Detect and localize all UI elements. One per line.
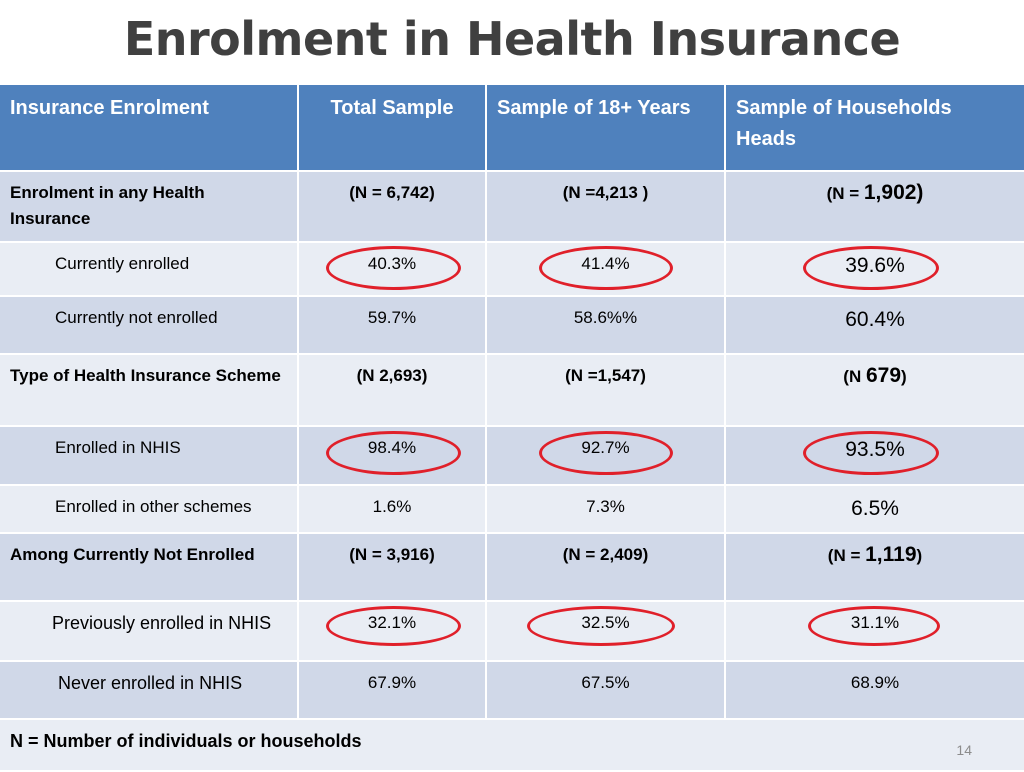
cell-18plus-enrolled-nhis: 92.7% — [581, 438, 630, 457]
row-label-enrolled-other: Enrolled in other schemes — [55, 497, 252, 516]
cell-total-n: (N 2,693) — [356, 366, 428, 385]
enrolment-table: Insurance Enrolment Total Sample Sample … — [0, 85, 1024, 772]
table-row: Currently not enrolled 59.7% 58.6%% 60.4… — [0, 296, 1024, 355]
cell-total-n: (N = 3,916) — [349, 545, 435, 564]
row-label-any-insurance: Enrolment in any Health Insurance — [10, 183, 205, 228]
row-label-enrolled-nhis: Enrolled in NHIS — [55, 438, 181, 457]
cell-total-n: (N = 6,742) — [349, 183, 435, 202]
row-label-never-enrolled: Never enrolled in NHIS — [58, 673, 243, 693]
header-total-sample: Total Sample — [298, 85, 487, 172]
header-insurance-enrolment: Insurance Enrolment — [0, 85, 299, 172]
page-number: 14 — [956, 742, 972, 758]
cell-18plus-n: (N =4,213 ) — [562, 183, 649, 202]
cell-total-enrolled-nhis: 98.4% — [367, 438, 417, 457]
header-sample-18-plus: Sample of 18+ Years — [486, 85, 726, 172]
cell-18plus-n: (N =1,547) — [565, 366, 646, 385]
cell-18plus-never-enrolled: 67.5% — [581, 673, 630, 692]
table-row: Enrolled in other schemes 1.6% 7.3% 6.5% — [0, 485, 1024, 534]
cell-heads-currently-enrolled: 39.6% — [845, 254, 905, 277]
cell-heads-previously-enrolled: 31.1% — [850, 613, 900, 632]
cell-total-not-enrolled: 59.7% — [367, 308, 417, 327]
cell-18plus-not-enrolled: 58.6%% — [573, 308, 638, 327]
cell-heads-n: (N = 1,902) — [826, 181, 924, 204]
cell-heads-never-enrolled: 68.9% — [850, 673, 900, 692]
row-label-previously-enrolled: Previously enrolled in NHIS — [52, 613, 272, 633]
cell-total-never-enrolled: 67.9% — [367, 673, 417, 692]
cell-heads-not-enrolled: 60.4% — [845, 308, 905, 331]
row-label-currently-enrolled: Currently enrolled — [55, 254, 190, 273]
table-row: Previously enrolled in NHIS 32.1% 32.5% … — [0, 601, 1024, 662]
header-household-heads: Sample of Households Heads — [725, 85, 1024, 172]
cell-total-enrolled-other: 1.6% — [372, 497, 412, 516]
slide-title: Enrolment in Health Insurance — [123, 12, 901, 66]
cell-18plus-n: (N = 2,409) — [562, 545, 649, 564]
row-label-among-not-enrolled: Among Currently Not Enrolled — [10, 545, 255, 564]
cell-18plus-enrolled-other: 7.3% — [586, 497, 625, 516]
row-label-type-of-scheme: Type of Health Insurance Scheme — [10, 366, 281, 385]
footnote-text: N = Number of individuals or households — [10, 731, 362, 751]
cell-total-previously-enrolled: 32.1% — [367, 613, 417, 632]
cell-total-currently-enrolled: 40.3% — [367, 254, 417, 273]
table-row: Enrolled in NHIS 98.4% 92.7% 93.5% — [0, 426, 1024, 486]
cell-18plus-previously-enrolled: 32.5% — [581, 613, 630, 632]
table-row: Among Currently Not Enrolled (N = 3,916)… — [0, 533, 1024, 602]
table-header-row: Insurance Enrolment Total Sample Sample … — [0, 85, 1024, 172]
table-row: Enrolment in any Health Insurance (N = 6… — [0, 171, 1024, 243]
table-row: Type of Health Insurance Scheme (N 2,693… — [0, 354, 1024, 427]
cell-heads-enrolled-other: 6.5% — [851, 497, 899, 520]
cell-heads-n: (N = 1,119) — [827, 543, 923, 566]
table-row: Currently enrolled 40.3% 41.4% 39.6% — [0, 242, 1024, 297]
row-label-currently-not-enrolled: Currently not enrolled — [55, 308, 218, 327]
cell-heads-enrolled-nhis: 93.5% — [845, 438, 905, 461]
cell-heads-n: (N 679) — [843, 364, 907, 387]
cell-18plus-currently-enrolled: 41.4% — [581, 254, 630, 273]
footnote-row: N = Number of individuals or households — [0, 719, 1024, 772]
table-row: Never enrolled in NHIS 67.9% 67.5% 68.9% — [0, 661, 1024, 720]
